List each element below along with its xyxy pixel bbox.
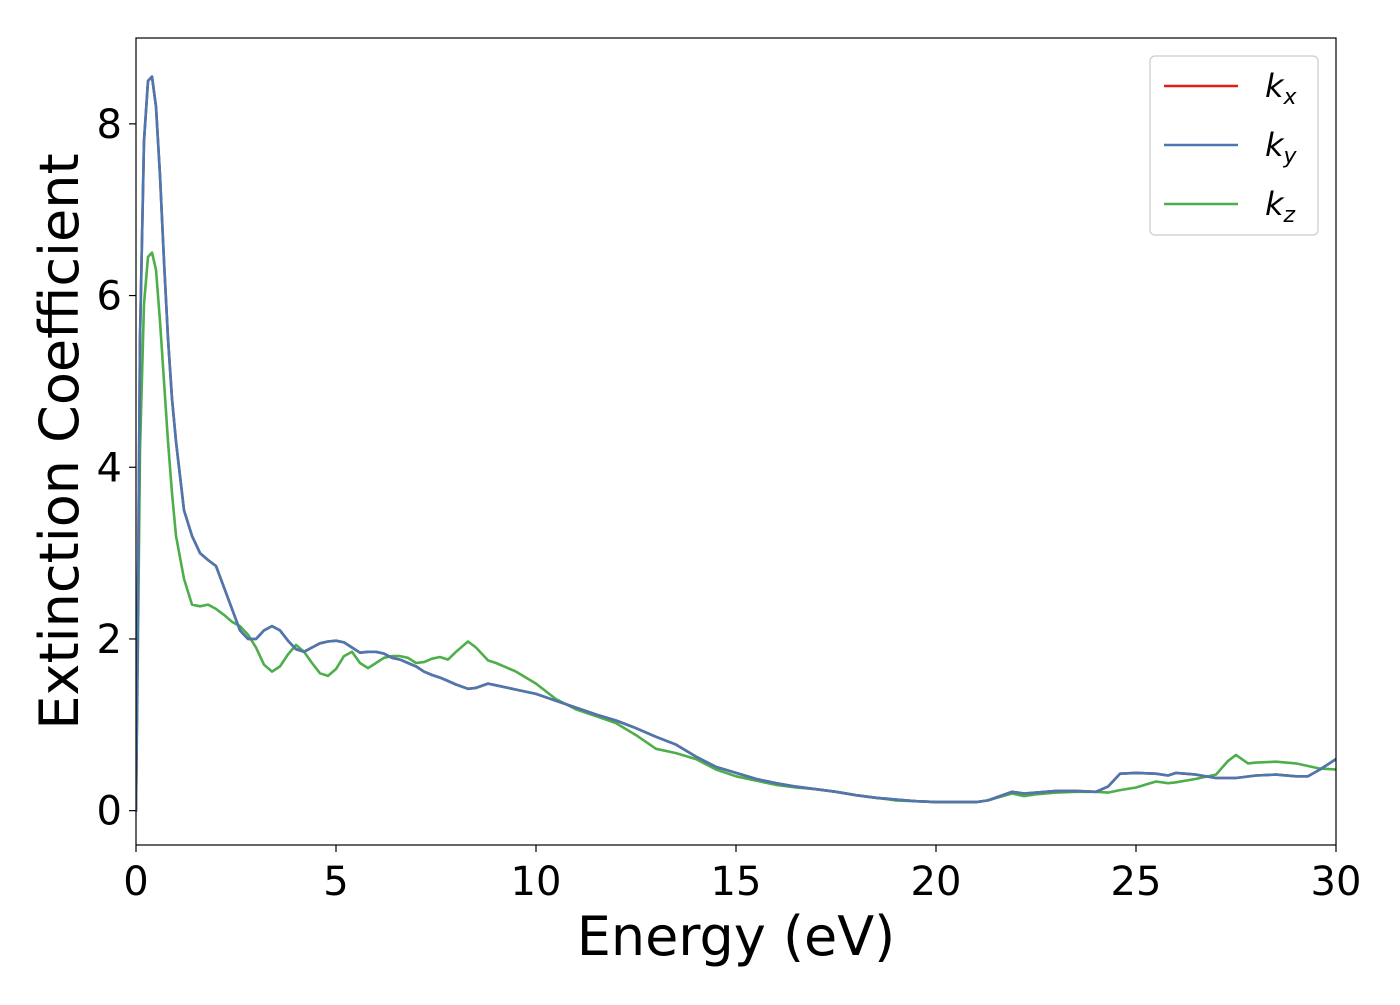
y-tick-label: 0 [97,789,122,835]
y-tick-label: 6 [97,274,122,320]
y-axis-label: Extinction Coefficient [28,153,91,729]
y-axis-ticks: 0 2 4 6 8 [97,102,136,835]
y-tick-label: 4 [97,445,122,491]
x-tick-label: 20 [911,859,962,905]
legend-label-kz: kz [1265,185,1296,228]
x-axis-label: Energy (eV) [577,905,896,968]
x-tick-label: 0 [123,859,148,905]
legend-label-ky: ky [1265,126,1298,169]
x-axis-ticks: 0 5 10 15 20 25 30 [123,845,1361,905]
x-tick-label: 10 [511,859,562,905]
series-line-ky [136,75,1336,812]
legend: kx ky kz [1149,55,1319,236]
x-tick-label: 30 [1311,859,1362,905]
series-layer [136,75,1336,812]
y-tick-label: 2 [97,617,122,663]
x-tick-label: 15 [711,859,762,905]
legend-label-kx: kx [1265,67,1298,110]
x-tick-label: 25 [1111,859,1162,905]
x-tick-label: 5 [323,859,348,905]
y-tick-label: 8 [97,102,122,148]
series-line-kz [136,251,1336,812]
